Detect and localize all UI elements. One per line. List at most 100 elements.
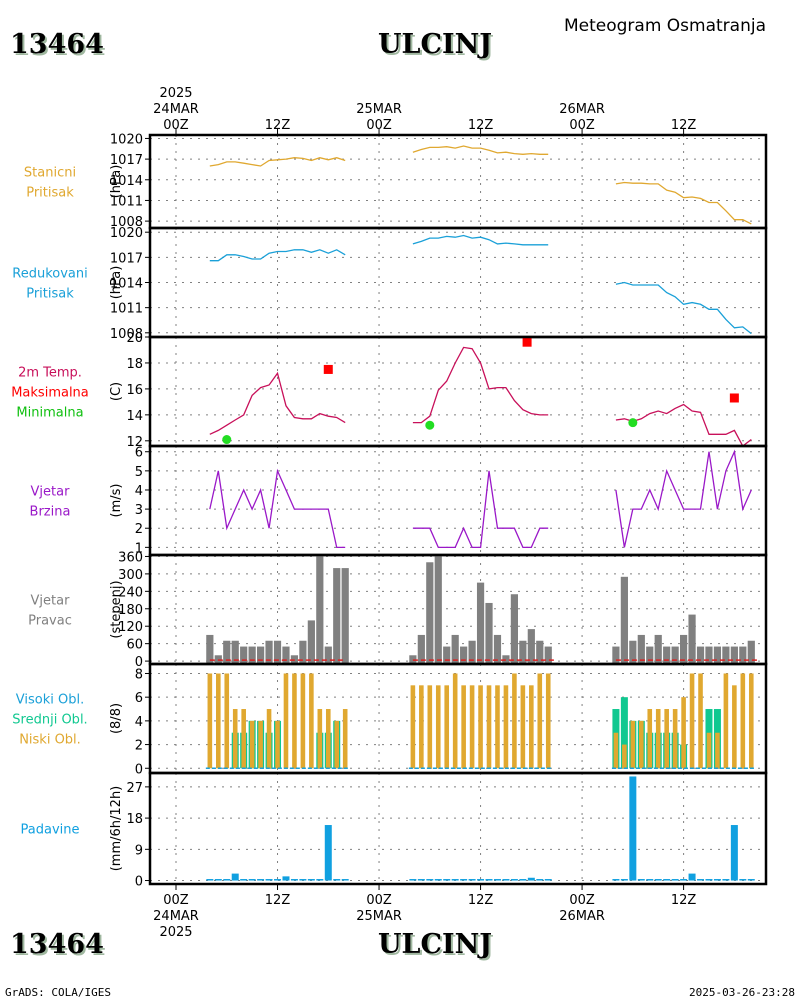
precipitation-bar [214, 879, 222, 881]
low-cloud-bar [266, 709, 272, 769]
bottom-time-label: 12Z [265, 893, 291, 908]
middle-cloud-bar [620, 697, 628, 769]
y-tick-label: 1008 [110, 327, 143, 342]
y-tick-label: 1 [135, 541, 143, 556]
wind-direction-bar [747, 640, 755, 664]
precipitation-bar [417, 879, 425, 881]
wind-direction-bar [705, 646, 713, 664]
low-cloud-bar [258, 720, 263, 769]
y-tick-label: 360 [118, 550, 143, 565]
top-date-label: 25MAR [356, 102, 402, 117]
series-line [412, 145, 549, 155]
low-cloud-bar [241, 709, 246, 769]
panel-wind_direction: 0 60 120 180 240 300 360 (stepeni) Vjetar Pravac [28, 550, 768, 670]
wind-direction-bar [451, 634, 459, 664]
y-axis-label: (stepeni) [109, 580, 124, 638]
bottom-date-label: 26MAR [559, 909, 605, 924]
precipitation-bar [477, 879, 485, 881]
wind-direction-bar [299, 640, 307, 664]
station-id-shadow: 13464 [12, 31, 106, 62]
footer-timestamp: 2025-03-26-23:28 [689, 986, 795, 999]
low-cloud-bar [664, 709, 669, 769]
y-tick-label: 1011 [110, 302, 143, 317]
bottom-time-label: 00Z [163, 893, 189, 908]
y-tick-label: 60 [126, 638, 143, 653]
y-tick-label: 6 [135, 446, 143, 461]
y-tick-label: 1014 [110, 277, 143, 292]
panel-title-line: Maksimalna [11, 386, 89, 401]
y-axis-label: (C) [109, 382, 124, 401]
precipitation-bar [705, 879, 713, 881]
precipitation-bar [223, 879, 231, 881]
precipitation-bar [460, 879, 468, 881]
low-cloud-bar [512, 673, 517, 769]
precipitation-bar [646, 879, 654, 881]
panel-title-line: 2m Temp. [18, 366, 82, 381]
low-cloud-bar [503, 685, 509, 769]
y-tick-label: 20 [126, 331, 143, 346]
precipitation-bar [257, 879, 265, 881]
low-cloud-bar [444, 685, 450, 769]
low-cloud-bar [224, 673, 230, 769]
low-cloud-bar [283, 673, 289, 769]
y-tick-label: 12 [126, 435, 143, 450]
top-time-label: 00Z [163, 118, 189, 133]
precipitation-bar [713, 879, 721, 881]
bottom-time-label: 00Z [569, 893, 595, 908]
series-line [412, 470, 549, 549]
wind-direction-bar [316, 556, 324, 664]
wind-direction-bar [696, 646, 705, 664]
wind-direction-bar [282, 646, 290, 664]
series-line [615, 449, 752, 548]
panel-title-line: Visoki Obl. [16, 693, 84, 708]
panel-station_pressure: 1008 1011 1014 1017 1020 (hPa) Stanicni Pritisa… [24, 132, 768, 230]
panel-title-line: Minimalna [16, 406, 83, 421]
wind-direction-bar [629, 640, 637, 664]
precipitation-bar [240, 879, 248, 881]
y-tick-label: 16 [126, 383, 143, 398]
wind-direction-bar [485, 602, 493, 664]
low-cloud-bar [689, 673, 695, 769]
wind-direction-bar [680, 634, 688, 664]
panel-precipitation: 0 9 18 27(mm/6h/12h) Padavine [21, 771, 768, 890]
series-line [412, 346, 549, 424]
wind-direction-bar [536, 640, 544, 664]
footer-credit: GrADS: COLA/IGES [5, 986, 111, 999]
y-tick-label: 2 [135, 739, 143, 754]
low-cloud-bar [529, 685, 534, 769]
y-tick-label: 240 [118, 585, 143, 600]
station-id-top: 13464 [10, 29, 104, 60]
panel-title-line: Vjetar [31, 594, 71, 609]
precipitation-bar [443, 879, 451, 881]
panel-title-line: Padavine [21, 823, 80, 838]
low-cloud-bar [655, 709, 661, 769]
max-temp-marker [323, 364, 333, 374]
wind-direction-bar [637, 634, 645, 664]
low-cloud-bar [478, 685, 483, 769]
precipitation-bar [231, 873, 239, 881]
wind-direction-bar [713, 646, 722, 664]
low-cloud-bar [639, 720, 644, 769]
wind-direction-bar [307, 620, 315, 664]
precipitation-bar [265, 879, 273, 881]
wind-direction-bar [443, 646, 451, 664]
low-cloud-bar [300, 673, 306, 769]
y-tick-label: 1008 [110, 215, 143, 230]
low-cloud-bar [427, 685, 433, 769]
wind-direction-bar [519, 640, 527, 664]
panel-frame [148, 335, 768, 448]
panel-temperature: 12 14 16 18 20 (C) 2m Temp. Maksimalna Minimalna [11, 331, 768, 450]
low-cloud-bar [309, 673, 314, 769]
precipitation-bar [502, 879, 510, 881]
y-tick-label: 1020 [110, 132, 143, 147]
low-cloud-bar [520, 685, 526, 769]
max-temp-marker [522, 337, 532, 347]
bottom-time-label: 12Z [468, 893, 494, 908]
panel-title-line: Vjetar [31, 485, 71, 500]
precipitation-bar [274, 879, 282, 881]
min-temp-marker [222, 435, 232, 445]
series-line [412, 234, 549, 246]
low-cloud-bar [706, 732, 712, 769]
low-cloud-bar [486, 685, 492, 769]
